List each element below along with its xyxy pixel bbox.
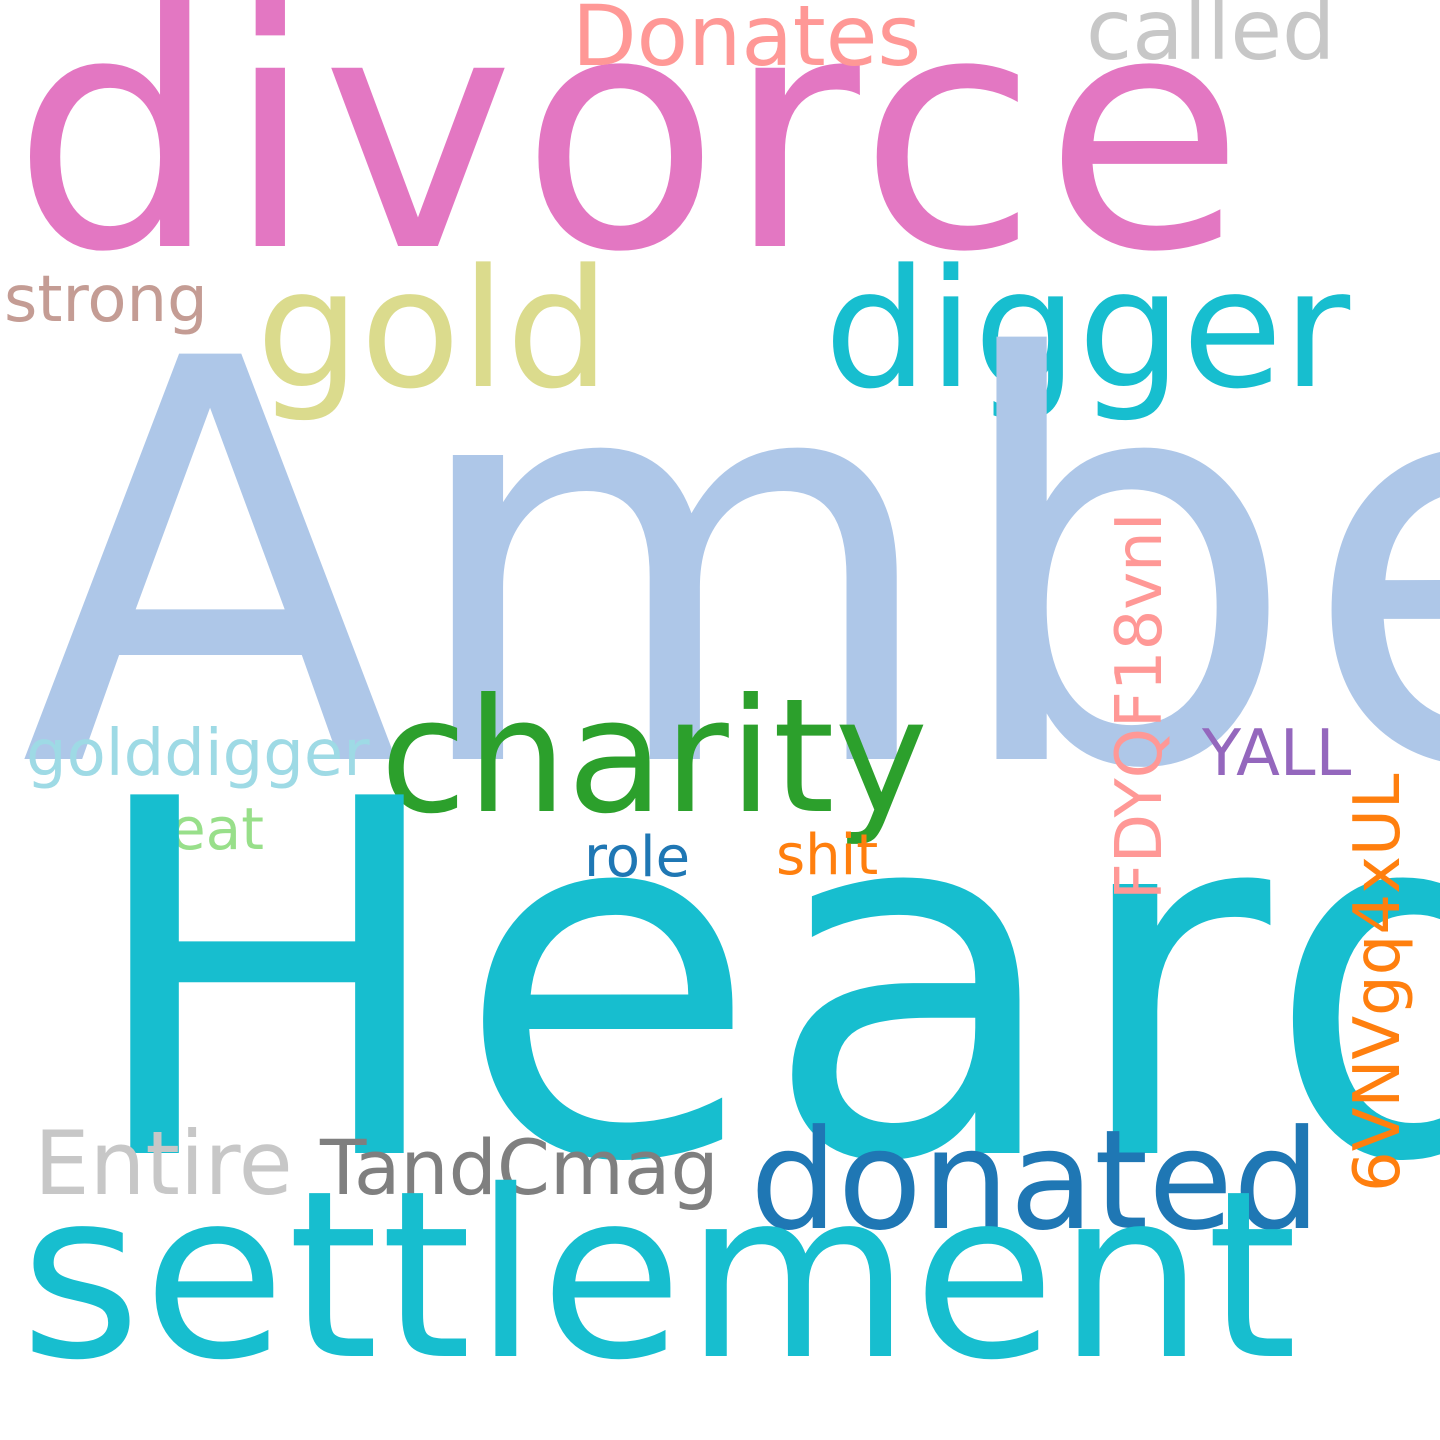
word-6vnvgq4xul: 6VNVgq4xUL bbox=[1341, 773, 1415, 1193]
word-yall: YALL bbox=[1202, 717, 1352, 791]
word-golddigger: golddigger bbox=[26, 717, 370, 791]
word-role: role bbox=[584, 825, 691, 890]
word-digger: digger bbox=[824, 234, 1351, 425]
word-settlement: settlement bbox=[20, 1141, 1300, 1411]
word-entire: Entire bbox=[34, 1112, 293, 1215]
word-amber: Amber bbox=[20, 244, 1440, 891]
word-strong: strong bbox=[4, 263, 208, 337]
word-divorce: divorce bbox=[12, 0, 1251, 323]
word-charity: charity bbox=[380, 665, 929, 849]
word-fdyqf18vni: FDYQF18vnI bbox=[1103, 512, 1177, 900]
word-gold: gold bbox=[256, 234, 611, 425]
word-heard: Heard bbox=[82, 697, 1440, 1270]
word-donated: donated bbox=[750, 1100, 1321, 1261]
word-shit: shit bbox=[776, 823, 879, 888]
word-called: called bbox=[1086, 0, 1336, 79]
word-eat: eat bbox=[170, 795, 264, 863]
word-donates: Donates bbox=[572, 0, 922, 85]
word-tandcmag: TandCmag bbox=[320, 1123, 719, 1212]
